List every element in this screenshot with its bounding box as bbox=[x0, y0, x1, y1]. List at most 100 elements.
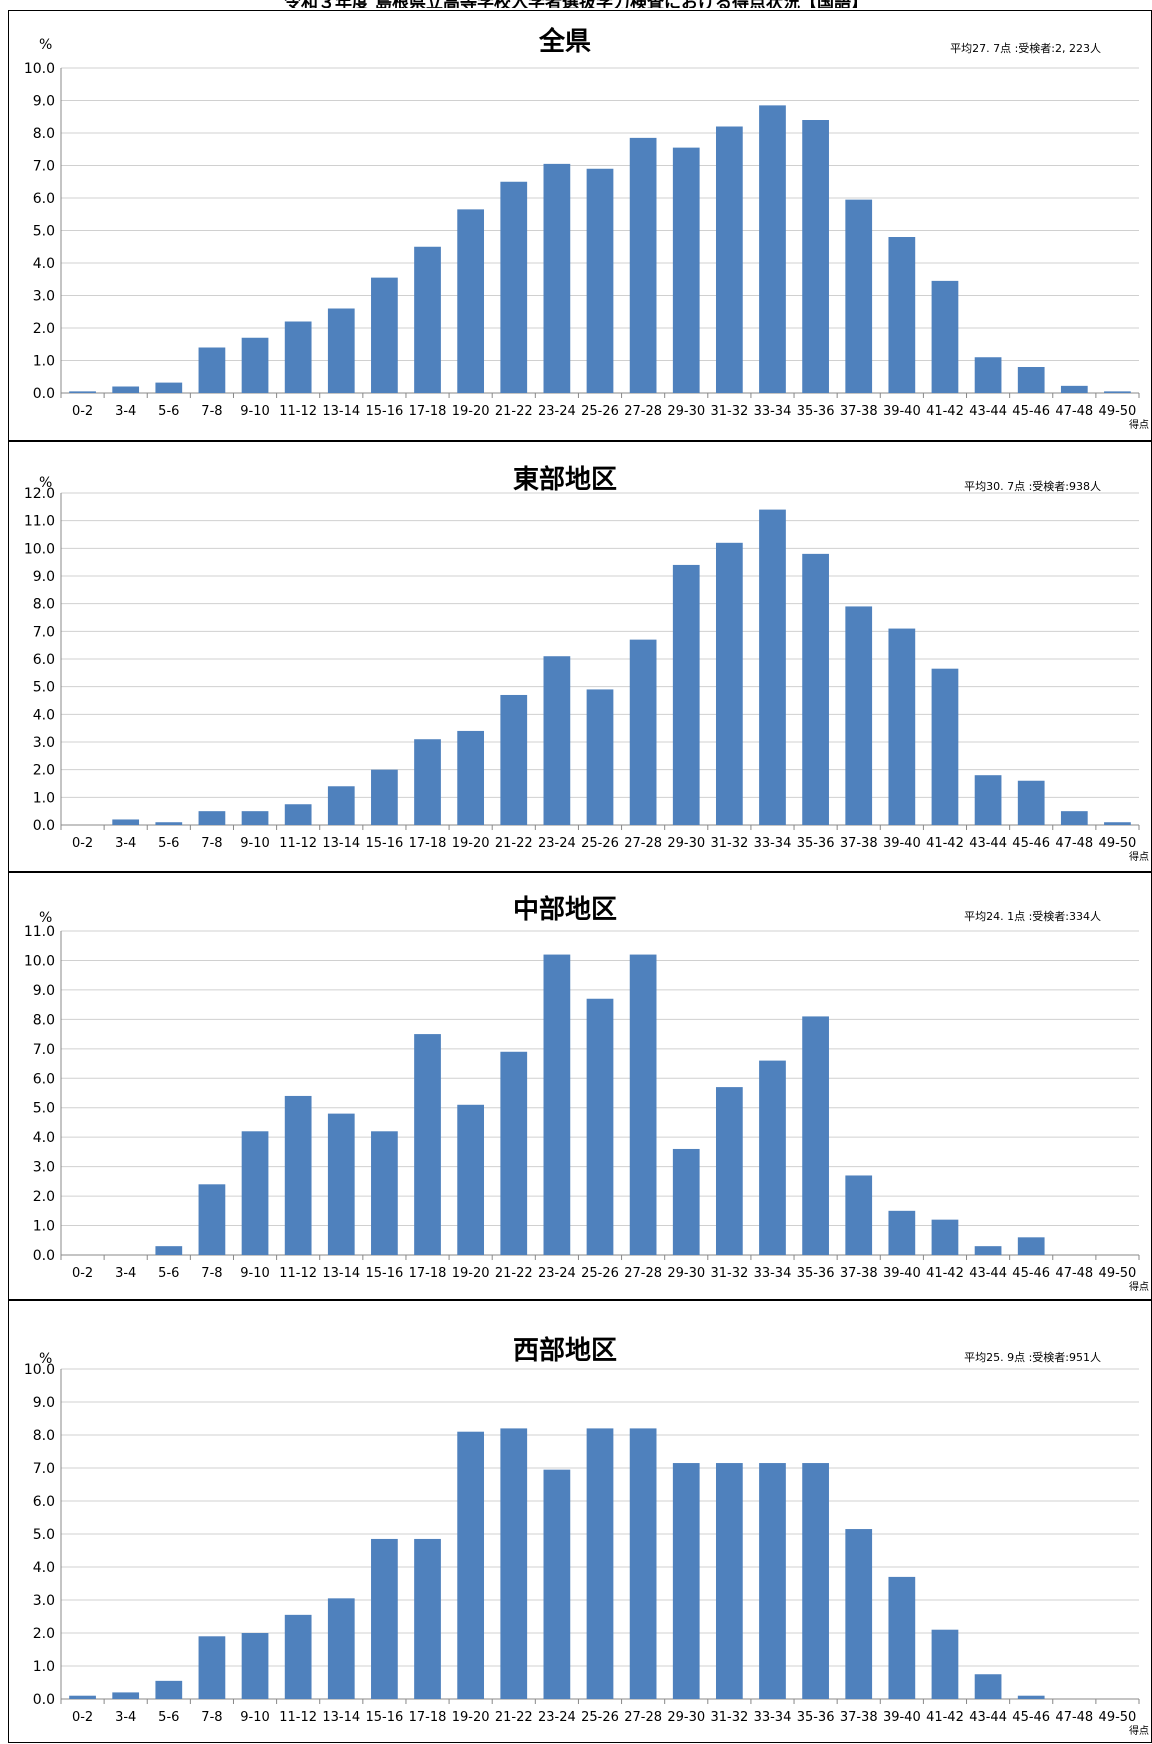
bar bbox=[155, 1680, 183, 1699]
bar bbox=[457, 1431, 485, 1699]
bar bbox=[155, 1246, 183, 1255]
page-title: 令和３年度 島根県立高等学校入学者選抜学力検査における得点状況【国語】 bbox=[0, 0, 1152, 8]
bar-chart: 0.0 1.0 2.0 3.0 4.0 5.0 6.0 7.0 8.0 9.0 10.0 11.0 12… bbox=[24, 465, 1149, 863]
y-tick-label: 5.0 bbox=[33, 680, 55, 696]
y-tick-label: 10.0 bbox=[24, 541, 55, 557]
bar bbox=[1017, 780, 1045, 825]
x-tick-label: 15-16 bbox=[366, 836, 404, 851]
y-tick-label: 7.0 bbox=[33, 1042, 55, 1058]
x-tick-label: 31-32 bbox=[710, 1266, 748, 1281]
y-tick-label: 11.0 bbox=[24, 924, 55, 940]
bar-chart: 0.0 1.0 2.0 3.0 4.0 5.0 6.0 7.0 8.0 9.0 10.0 0-2 3-4… bbox=[24, 26, 1149, 431]
x-tick-label: 21-22 bbox=[495, 1266, 533, 1281]
bar bbox=[888, 1210, 916, 1255]
y-tick-label: 8.0 bbox=[33, 1012, 55, 1028]
bar bbox=[414, 739, 441, 825]
bar bbox=[327, 786, 355, 825]
x-tick-label: 9-10 bbox=[240, 836, 270, 851]
x-tick-label: 7-8 bbox=[201, 1710, 222, 1725]
bar bbox=[629, 1428, 657, 1699]
y-tick-label: 4.0 bbox=[33, 707, 55, 723]
x-tick-label: 45-46 bbox=[1012, 404, 1050, 419]
bar bbox=[327, 308, 355, 393]
x-tick-label: 47-48 bbox=[1055, 836, 1093, 851]
y-tick-label: 2.0 bbox=[33, 763, 55, 779]
bar bbox=[672, 1463, 700, 1699]
y-axis-label: % bbox=[39, 475, 52, 491]
x-tick-label: 25-26 bbox=[581, 836, 619, 851]
x-tick-label: 25-26 bbox=[581, 1266, 619, 1281]
x-tick-label: 41-42 bbox=[926, 1710, 964, 1725]
x-tick-label: 47-48 bbox=[1055, 404, 1093, 419]
x-tick-label: 39-40 bbox=[883, 404, 921, 419]
y-tick-label: 6.0 bbox=[33, 652, 55, 668]
x-tick-label: 31-32 bbox=[710, 1710, 748, 1725]
y-tick-label: 3.0 bbox=[33, 735, 55, 751]
y-tick-label: 9.0 bbox=[33, 1395, 55, 1411]
bar bbox=[112, 386, 140, 393]
stats-note: 平均24. 1点 :受検者:334人 bbox=[964, 909, 1101, 923]
x-tick-label: 41-42 bbox=[926, 1266, 964, 1281]
x-tick-label: 15-16 bbox=[366, 1710, 404, 1725]
bar bbox=[457, 209, 485, 393]
bar bbox=[371, 277, 398, 393]
bar bbox=[500, 694, 528, 825]
y-tick-label: 0.0 bbox=[33, 818, 55, 834]
x-tick-label: 31-32 bbox=[710, 404, 748, 419]
x-tick-label: 9-10 bbox=[240, 1266, 270, 1281]
chart-panel: 0.0 1.0 2.0 3.0 4.0 5.0 6.0 7.0 8.0 9.0 10.0 0-2 3-4… bbox=[8, 1300, 1152, 1743]
x-tick-label: 27-28 bbox=[624, 404, 662, 419]
bar bbox=[371, 1131, 398, 1255]
bar bbox=[672, 1148, 700, 1255]
y-tick-label: 9.0 bbox=[33, 94, 55, 110]
x-tick-label: 25-26 bbox=[581, 404, 619, 419]
bar bbox=[69, 1695, 96, 1699]
bar bbox=[888, 237, 916, 393]
bar bbox=[457, 730, 485, 825]
bar bbox=[284, 321, 312, 393]
x-tick-label: 27-28 bbox=[624, 836, 662, 851]
bar bbox=[1104, 391, 1131, 393]
bar bbox=[586, 168, 614, 393]
y-tick-label: 2.0 bbox=[33, 1626, 55, 1642]
bar bbox=[543, 656, 571, 825]
x-tick-label: 17-18 bbox=[409, 1710, 447, 1725]
y-tick-label: 0.0 bbox=[33, 1692, 55, 1708]
x-tick-label: 23-24 bbox=[538, 1266, 576, 1281]
bar bbox=[845, 1529, 873, 1699]
bar bbox=[672, 147, 700, 393]
x-tick-label: 17-18 bbox=[409, 404, 447, 419]
x-tick-label: 21-22 bbox=[495, 404, 533, 419]
y-tick-label: 12.0 bbox=[24, 486, 55, 502]
x-tick-label: 43-44 bbox=[969, 1710, 1007, 1725]
x-tick-label: 3-4 bbox=[115, 1266, 136, 1281]
y-tick-label: 2.0 bbox=[33, 321, 55, 337]
y-tick-label: 1.0 bbox=[33, 354, 55, 370]
y-tick-label: 9.0 bbox=[33, 983, 55, 999]
y-tick-label: 6.0 bbox=[33, 1494, 55, 1510]
y-axis-label: % bbox=[39, 910, 52, 926]
bar bbox=[974, 357, 1002, 393]
bar bbox=[629, 954, 657, 1255]
x-axis-label: 得点 bbox=[1129, 1725, 1149, 1737]
bar-chart: 0.0 1.0 2.0 3.0 4.0 5.0 6.0 7.0 8.0 9.0 10.0 0-2 3-4… bbox=[24, 1336, 1149, 1737]
x-axis-label: 得点 bbox=[1129, 419, 1149, 431]
bar bbox=[155, 822, 183, 825]
y-tick-label: 8.0 bbox=[33, 597, 55, 613]
chart-panel: 0.0 1.0 2.0 3.0 4.0 5.0 6.0 7.0 8.0 9.0 10.0 11.0 12… bbox=[8, 441, 1152, 872]
bar bbox=[198, 811, 226, 825]
bar bbox=[629, 137, 657, 393]
y-tick-label: 0.0 bbox=[33, 1248, 55, 1264]
y-tick-label: 3.0 bbox=[33, 289, 55, 305]
x-tick-label: 43-44 bbox=[969, 404, 1007, 419]
y-tick-label: 4.0 bbox=[33, 256, 55, 272]
bar bbox=[715, 542, 743, 825]
x-tick-label: 41-42 bbox=[926, 404, 964, 419]
x-tick-label: 11-12 bbox=[279, 1710, 317, 1725]
x-tick-label: 3-4 bbox=[115, 836, 136, 851]
bar bbox=[198, 1636, 226, 1699]
bar bbox=[672, 564, 700, 825]
x-tick-label: 29-30 bbox=[667, 1266, 705, 1281]
bar bbox=[586, 1428, 614, 1699]
x-tick-label: 11-12 bbox=[279, 404, 317, 419]
